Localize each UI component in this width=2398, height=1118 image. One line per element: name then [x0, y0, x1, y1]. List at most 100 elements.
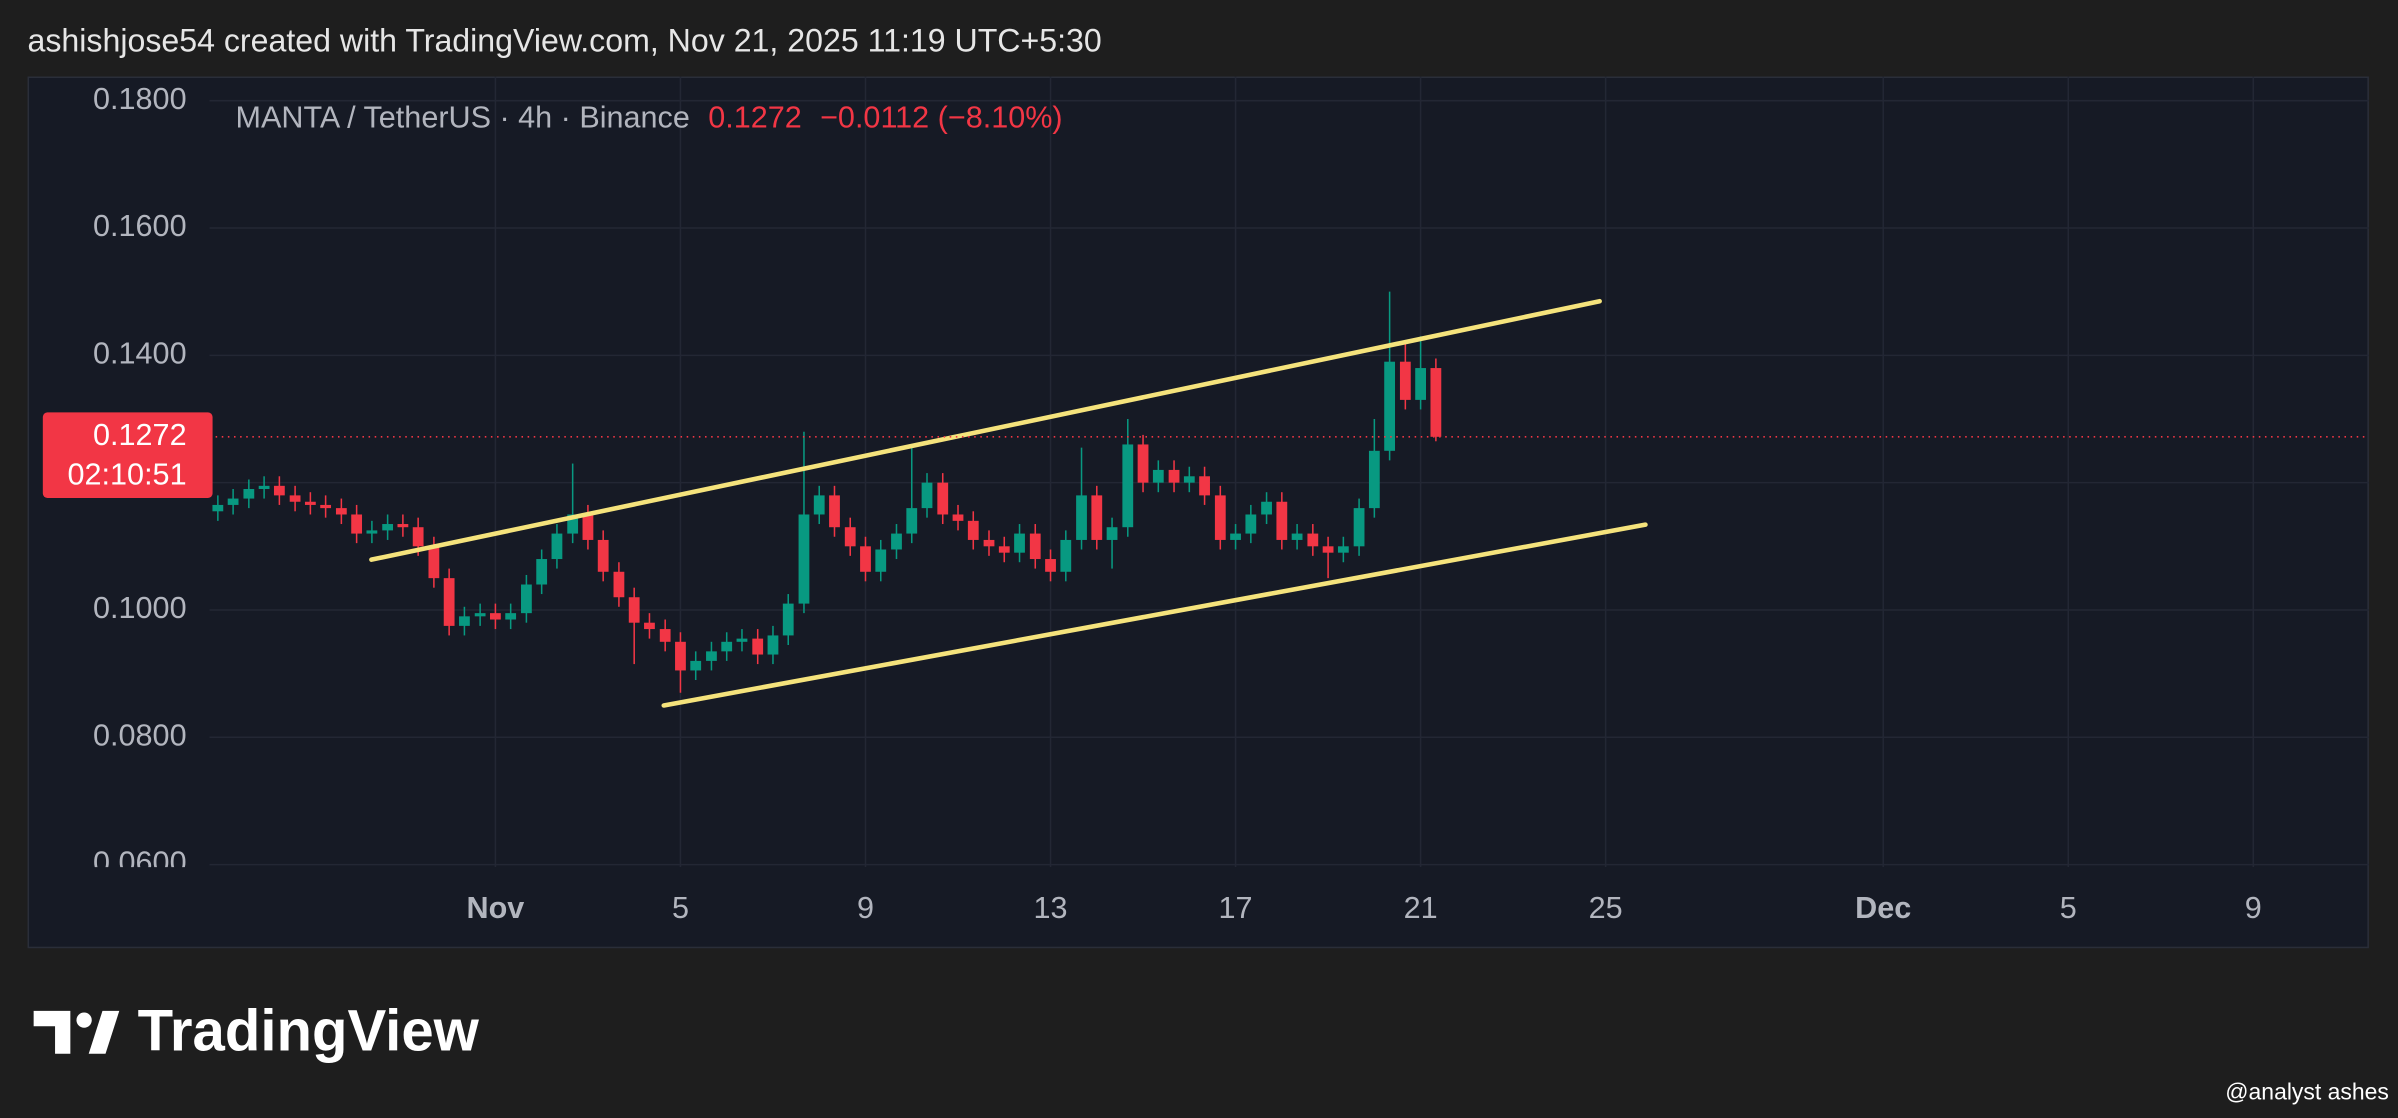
price-label-box [42, 412, 213, 498]
x-tick-label: 5 [672, 891, 689, 925]
candle-body [521, 584, 532, 614]
candle-body [875, 549, 887, 572]
candle-body [412, 527, 424, 547]
candle-body [860, 546, 871, 572]
candle-body [1276, 501, 1288, 540]
candle-body [1322, 546, 1334, 553]
candle-body [243, 489, 255, 499]
candle-body [706, 651, 717, 661]
candle-body [628, 597, 640, 623]
candle-body [567, 514, 579, 534]
candle-body [1137, 444, 1149, 483]
legend: MANTA / TetherUS · 4h · Binance 0.1272 −0.… [236, 100, 1063, 134]
x-tick-label: 9 [857, 891, 874, 925]
candle-body [1183, 476, 1195, 483]
candle-body [613, 571, 625, 598]
candle-body [1214, 495, 1226, 540]
x-tick-label: 5 [2060, 891, 2077, 925]
candle-body [227, 498, 239, 505]
candle-body [1384, 361, 1396, 451]
candle-body [1199, 476, 1210, 496]
candle-body [798, 514, 810, 604]
header-text: ashishjose54 created with TradingView.co… [28, 22, 1102, 58]
candle-body [782, 603, 794, 636]
price-countdown: 02:10:51 [68, 458, 187, 492]
candle-body [906, 508, 918, 534]
x-tick-label: 17 [1219, 891, 1253, 925]
candle-body [1029, 533, 1041, 560]
candle-body [1152, 469, 1164, 483]
candle-body [844, 527, 856, 547]
y-tick-label: 0.0800 [93, 718, 187, 752]
candle-body [813, 495, 825, 515]
y-tick-label: 0.1600 [93, 209, 187, 243]
y-tick-label: 0.1400 [93, 336, 187, 370]
legend-change: −0.0112 (−8.10%) [820, 100, 1063, 134]
watermark: @analyst ashes [2225, 1079, 2389, 1105]
candle-body [767, 635, 779, 655]
logo-icon [88, 1010, 120, 1054]
candle-body [967, 520, 979, 540]
plot [209, 291, 2369, 708]
candle-body [1337, 546, 1349, 553]
candle-body [1368, 450, 1380, 509]
candle-body [659, 629, 671, 642]
candle-body [320, 504, 332, 509]
candle-body [1430, 368, 1442, 437]
x-tick-label: Nov [467, 891, 525, 925]
candle-body [1307, 533, 1319, 547]
x-tick-label: Dec [1855, 891, 1911, 925]
symbol: MANTA / TetherUS · 4h · Binance [236, 100, 690, 134]
candle-body [1106, 527, 1118, 540]
logo-icon [76, 1012, 92, 1028]
candle-body [1415, 368, 1427, 400]
candle-body [459, 616, 470, 626]
candle-body [490, 613, 501, 620]
logo-icon [33, 1010, 71, 1054]
candle-body [891, 533, 902, 550]
legend-price: 0.1272 [708, 100, 802, 134]
candle-body [1291, 533, 1303, 540]
grid [209, 76, 2369, 868]
x-tick-label: 13 [1034, 891, 1068, 925]
candle-body [1060, 539, 1072, 572]
candle-body [921, 482, 933, 509]
candle-body [505, 613, 517, 620]
candle-body [721, 641, 733, 652]
x-axis: Nov 5 9 13 17 21 25 Dec 5 9 [467, 891, 2262, 925]
candle-body [1122, 444, 1134, 528]
candle-body [1261, 501, 1272, 515]
candle-body [1014, 533, 1025, 553]
candle-body [1353, 508, 1365, 547]
candle-body [428, 546, 440, 579]
candle-body [597, 539, 609, 572]
tv-logo: TradingView [33, 999, 480, 1064]
trend-line [369, 298, 1602, 562]
y-tick-label: 0.1000 [93, 591, 187, 625]
x-tick-label: 9 [2245, 891, 2262, 925]
candle-body [644, 622, 655, 630]
candle-body [258, 485, 270, 490]
candle-body [952, 514, 964, 521]
x-tick-label: 21 [1404, 891, 1438, 925]
candle-body [690, 660, 702, 671]
candle-body [212, 504, 224, 512]
candle-body [736, 638, 748, 642]
price-label: 0.1272 02:10:51 [42, 412, 213, 498]
candle-body [382, 524, 394, 531]
price-label-value: 0.1272 [93, 418, 187, 452]
candle-body [998, 546, 1010, 553]
candle-body [937, 482, 949, 515]
candle-body [474, 613, 486, 617]
y-tick-label: 0.0600 [93, 846, 187, 880]
candle-body [397, 524, 409, 528]
candle-body [675, 641, 686, 671]
candle-body [582, 514, 594, 540]
candle-body [536, 559, 548, 585]
candle-body [1045, 559, 1056, 572]
candle-body [1091, 495, 1103, 540]
candle-body [273, 485, 285, 496]
candle-body [1399, 361, 1411, 400]
